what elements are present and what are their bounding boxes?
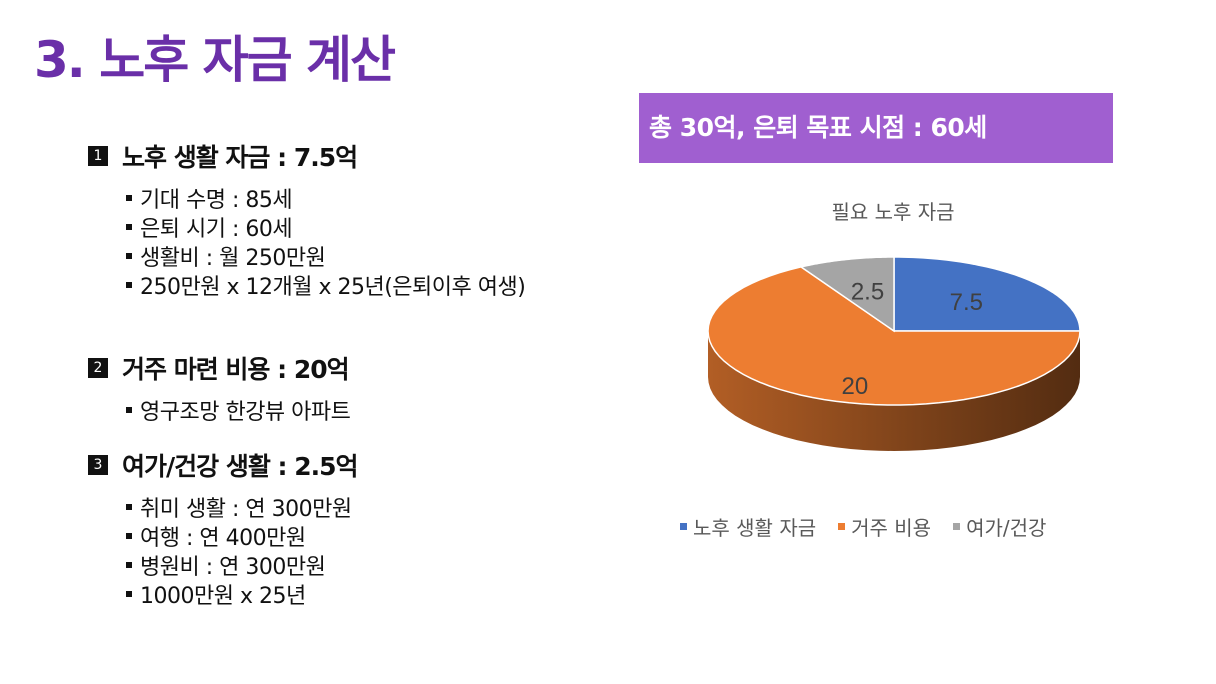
chart-legend: 노후 생활 자금 거주 비용 여가/건강 bbox=[680, 512, 1046, 541]
legend-swatch bbox=[838, 523, 846, 530]
summary-banner: 총 30억, 은퇴 목표 시점 : 60세 bbox=[639, 93, 1113, 163]
pie-slice-1 bbox=[707, 266, 1081, 406]
legend-item: 노후 생활 자금 bbox=[680, 512, 816, 541]
section-heading: 3 여가/건강 생활 : 2.5억 bbox=[88, 447, 359, 483]
legend-item: 여가/건강 bbox=[953, 512, 1046, 541]
section-living-fund: 1 노후 생활 자금 : 7.5억 기대 수명 : 85세 은퇴 시기 : 60… bbox=[88, 138, 526, 302]
legend-label: 여가/건강 bbox=[966, 516, 1047, 540]
section-number: 1 bbox=[88, 146, 108, 166]
pie-data-label: 7.5 bbox=[950, 289, 983, 316]
section-leisure-health: 3 여가/건강 생활 : 2.5억 취미 생활 : 연 300만원 여행 : 연… bbox=[88, 447, 359, 611]
bullet-icon bbox=[126, 562, 132, 568]
list-item: 1000만원 x 25년 bbox=[126, 582, 358, 611]
pie-slice-0 bbox=[893, 256, 1081, 332]
list-item: 취미 생활 : 연 300만원 bbox=[126, 495, 358, 524]
list-item: 250만원 x 12개월 x 25년(은퇴이후 여생) bbox=[126, 273, 526, 302]
section-number: 2 bbox=[88, 358, 108, 378]
section-heading: 2 거주 마련 비용 : 20억 bbox=[88, 350, 350, 386]
bullet-list: 영구조망 한강뷰 아파트 bbox=[126, 398, 351, 427]
section-title: 여가/건강 생활 : 2.5억 bbox=[122, 452, 359, 481]
section-heading: 1 노후 생활 자금 : 7.5억 bbox=[88, 138, 525, 174]
pie-data-label: 2.5 bbox=[851, 279, 884, 306]
legend-swatch bbox=[680, 523, 687, 530]
bullet-icon bbox=[126, 591, 132, 597]
bullet-icon bbox=[126, 504, 132, 510]
list-item: 생활비 : 월 250만원 bbox=[126, 244, 525, 273]
legend-label: 거주 비용 bbox=[851, 516, 932, 540]
legend-swatch bbox=[953, 523, 961, 530]
section-title: 노후 생활 자금 : 7.5억 bbox=[122, 143, 358, 172]
bullet-icon bbox=[126, 253, 132, 259]
legend-label: 노후 생활 자금 bbox=[693, 516, 817, 540]
section-title: 거주 마련 비용 : 20억 bbox=[122, 355, 350, 384]
list-item: 영구조망 한강뷰 아파트 bbox=[126, 398, 351, 427]
pie-chart: 7.5 20 2.5 bbox=[707, 256, 1081, 451]
section-number: 3 bbox=[88, 455, 108, 475]
pie-side-1 bbox=[708, 331, 1080, 451]
bullet-list: 취미 생활 : 연 300만원 여행 : 연 400만원 병원비 : 연 300… bbox=[126, 495, 358, 611]
list-item: 은퇴 시기 : 60세 bbox=[126, 215, 525, 244]
legend-item: 거주 비용 bbox=[838, 512, 931, 541]
bullet-icon bbox=[126, 195, 132, 201]
bullet-icon bbox=[126, 533, 132, 539]
bullet-icon bbox=[126, 407, 132, 413]
list-item: 여행 : 연 400만원 bbox=[126, 524, 358, 553]
bullet-icon bbox=[126, 224, 132, 230]
page-title: 3. 노후 자금 계산 bbox=[34, 31, 396, 89]
section-housing-cost: 2 거주 마련 비용 : 20억 영구조망 한강뷰 아파트 bbox=[88, 350, 351, 427]
pie-data-label: 20 bbox=[842, 373, 869, 400]
list-item: 기대 수명 : 85세 bbox=[126, 186, 525, 215]
pie-slice-2 bbox=[799, 256, 895, 333]
bullet-icon bbox=[126, 282, 132, 288]
chart-title: 필요 노후 자금 bbox=[831, 200, 955, 224]
bullet-list: 기대 수명 : 85세 은퇴 시기 : 60세 생활비 : 월 250만원 25… bbox=[126, 186, 526, 302]
list-item: 병원비 : 연 300만원 bbox=[126, 553, 358, 582]
